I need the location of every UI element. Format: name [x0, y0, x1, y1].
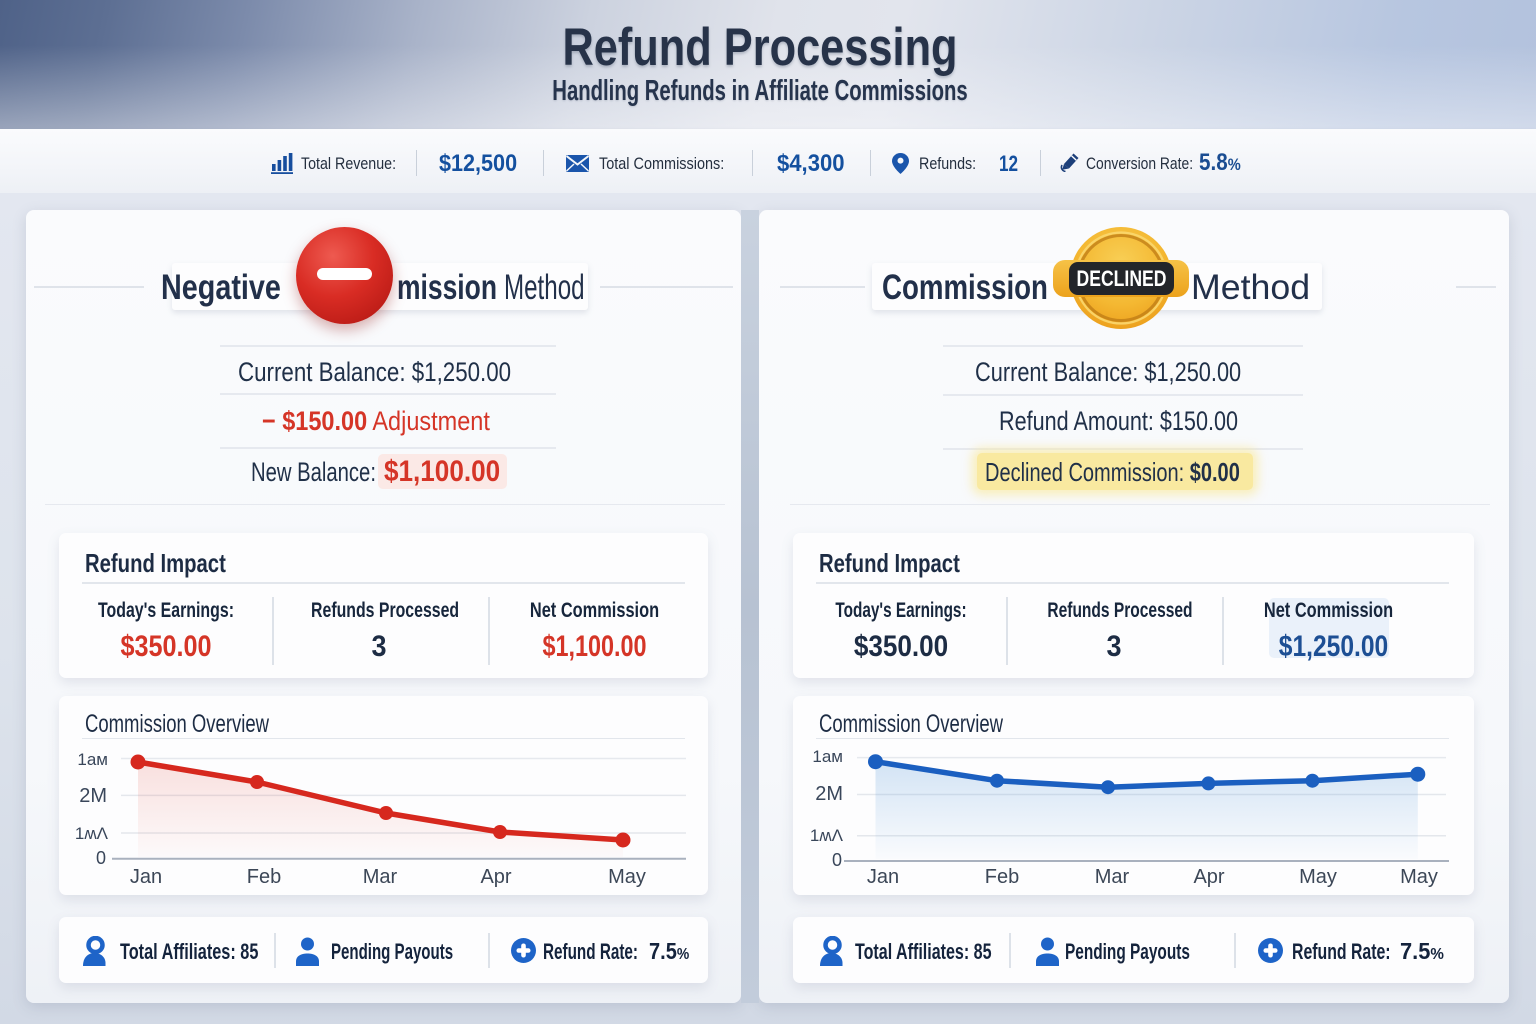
svg-text:Feb: Feb: [985, 866, 1019, 888]
svg-text:May: May: [1299, 866, 1337, 888]
svg-text:Apr: Apr: [1193, 866, 1224, 888]
svg-text:0: 0: [832, 850, 842, 870]
svg-text:May: May: [608, 866, 646, 888]
svg-text:Mar: Mar: [1095, 866, 1130, 888]
svg-text:Feb: Feb: [247, 866, 281, 888]
svg-text:Mar: Mar: [363, 866, 398, 888]
svg-text:2M: 2M: [815, 783, 843, 805]
svg-text:Jan: Jan: [130, 866, 162, 888]
svg-text:1ʍΛ: 1ʍΛ: [75, 824, 109, 843]
svg-text:May: May: [1400, 866, 1438, 888]
svg-text:0: 0: [96, 848, 106, 868]
svg-text:DECLINED: DECLINED: [1077, 266, 1167, 291]
svg-text:Jan: Jan: [867, 866, 899, 888]
svg-text:1aᴍ: 1aᴍ: [812, 747, 843, 766]
svg-text:2M: 2M: [79, 785, 107, 807]
svg-text:1ʍΛ: 1ʍΛ: [810, 826, 844, 845]
svg-text:Apr: Apr: [480, 866, 511, 888]
svg-text:1aᴍ: 1aᴍ: [77, 750, 108, 769]
